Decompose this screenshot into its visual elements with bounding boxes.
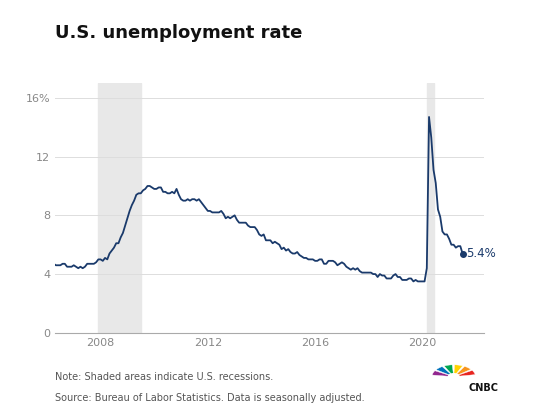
Text: 5.4%: 5.4% [466, 247, 496, 260]
Text: U.S. unemployment rate: U.S. unemployment rate [55, 24, 302, 42]
Wedge shape [436, 366, 454, 377]
Text: CNBC: CNBC [469, 382, 498, 393]
Circle shape [448, 374, 459, 380]
Bar [427, 83, 433, 333]
Text: Note: Shaded areas indicate U.S. recessions.: Note: Shaded areas indicate U.S. recessi… [55, 372, 273, 382]
Wedge shape [454, 370, 475, 377]
Bar [98, 83, 141, 333]
Wedge shape [454, 366, 471, 377]
Wedge shape [454, 365, 463, 377]
Wedge shape [444, 365, 454, 377]
Text: Source: Bureau of Labor Statistics. Data is seasonally adjusted.: Source: Bureau of Labor Statistics. Data… [55, 393, 365, 403]
Wedge shape [432, 371, 454, 377]
